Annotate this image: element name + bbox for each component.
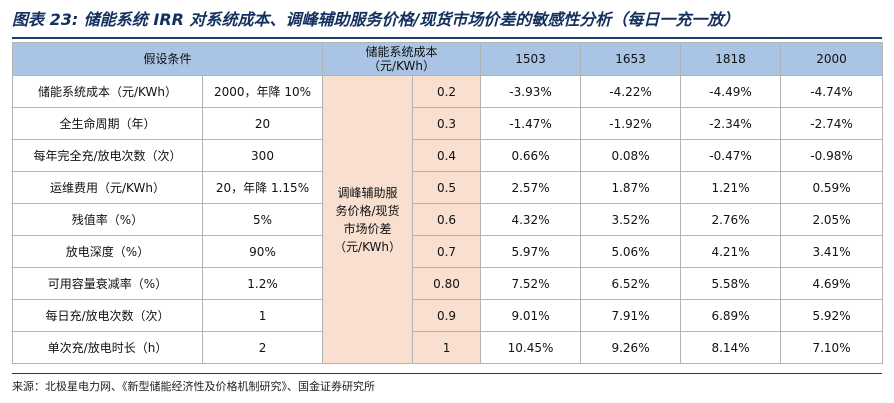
irr-cell: -4.22%: [580, 75, 682, 108]
irr-cell: 5.06%: [580, 235, 682, 268]
assumption-label: 残值率（%）: [12, 203, 203, 236]
header-cost-line1: 储能系统成本: [365, 45, 438, 59]
price-value: 1: [412, 331, 482, 364]
assumption-label: 单次充/放电时长（h）: [12, 331, 203, 364]
irr-cell: 0.66%: [480, 139, 582, 172]
header-system-cost: 储能系统成本 （元/KWh）: [322, 42, 482, 76]
table-row: 运维费用（元/KWh） 20，年降 1.15% 0.5 2.57% 1.87% …: [12, 171, 884, 204]
header-cost-1503: 1503: [480, 42, 582, 76]
irr-cell: -3.93%: [480, 75, 582, 108]
assumption-value: 1: [201, 299, 324, 332]
title-divider: [12, 37, 882, 39]
assumption-value: 20: [201, 107, 324, 140]
irr-cell: 10.45%: [480, 331, 582, 364]
table-row: 放电深度（%） 90% 0.7 5.97% 5.06% 4.21% 3.41%: [12, 235, 884, 268]
irr-cell: -0.98%: [780, 139, 884, 172]
irr-cell: 8.14%: [680, 331, 782, 364]
irr-cell: 5.58%: [680, 267, 782, 300]
irr-cell: 4.32%: [480, 203, 582, 236]
assumption-value: 20，年降 1.15%: [201, 171, 324, 204]
price-spread-label-line2: 务价格/现货: [335, 203, 400, 218]
assumption-value: 5%: [201, 203, 324, 236]
irr-cell: -4.74%: [780, 75, 884, 108]
irr-cell: 3.52%: [580, 203, 682, 236]
irr-cell: 5.92%: [780, 299, 884, 332]
irr-cell: 7.10%: [780, 331, 884, 364]
assumption-value: 300: [201, 139, 324, 172]
irr-cell: 2.76%: [680, 203, 782, 236]
irr-cell: 5.97%: [480, 235, 582, 268]
irr-cell: -1.47%: [480, 107, 582, 140]
price-spread-label-line4: （元/KWh）: [334, 239, 401, 254]
irr-cell: 7.91%: [580, 299, 682, 332]
irr-cell: -0.47%: [680, 139, 782, 172]
price-spread-label-line1: 调峰辅助服: [337, 185, 398, 200]
header-cost-2000: 2000: [780, 42, 884, 76]
assumption-label: 全生命周期（年）: [12, 107, 203, 140]
price-value: 0.4: [412, 139, 482, 172]
table-row: 可用容量衰减率（%） 1.2% 0.80 7.52% 6.52% 5.58% 4…: [12, 267, 884, 300]
irr-cell: 1.21%: [680, 171, 782, 204]
price-spread-label: 调峰辅助服 务价格/现货 市场价差 （元/KWh）: [322, 75, 414, 364]
assumption-label: 运维费用（元/KWh）: [12, 171, 203, 204]
assumption-label: 每日充/放电次数（次）: [12, 299, 203, 332]
table-row: 单次充/放电时长（h） 2 1 10.45% 9.26% 8.14% 7.10%: [12, 331, 884, 364]
irr-cell: 0.59%: [780, 171, 884, 204]
irr-cell: 9.26%: [580, 331, 682, 364]
table-row: 全生命周期（年） 20 0.3 -1.47% -1.92% -2.34% -2.…: [12, 107, 884, 140]
assumption-label: 放电深度（%）: [12, 235, 203, 268]
price-value: 0.2: [412, 75, 482, 108]
table-row: 残值率（%） 5% 0.6 4.32% 3.52% 2.76% 2.05%: [12, 203, 884, 236]
irr-cell: 4.69%: [780, 267, 884, 300]
irr-cell: -2.34%: [680, 107, 782, 140]
source-note: 来源：北极星电力网、《新型储能经济性及价格机制研究》、国金证券研究所: [12, 380, 375, 393]
assumption-label: 可用容量衰减率（%）: [12, 267, 203, 300]
price-value: 0.3: [412, 107, 482, 140]
sensitivity-table: 假设条件 储能系统成本 （元/KWh） 1503 1653 1818 2000 …: [11, 42, 884, 364]
irr-cell: -4.49%: [680, 75, 782, 108]
irr-cell: 6.89%: [680, 299, 782, 332]
price-spread-label-line3: 市场价差: [343, 221, 392, 236]
irr-cell: 3.41%: [780, 235, 884, 268]
assumption-label: 储能系统成本（元/KWh）: [12, 75, 203, 108]
footer-divider: [12, 373, 882, 374]
irr-cell: -2.74%: [780, 107, 884, 140]
table-row: 每日充/放电次数（次） 1 0.9 9.01% 7.91% 6.89% 5.92…: [12, 299, 884, 332]
assumption-value: 2000，年降 10%: [201, 75, 324, 108]
irr-cell: 1.87%: [580, 171, 682, 204]
header-cost-line2: （元/KWh）: [368, 59, 435, 73]
table-row: 每年完全充/放电次数（次） 300 0.4 0.66% 0.08% -0.47%…: [12, 139, 884, 172]
header-cost-1818: 1818: [680, 42, 782, 76]
irr-cell: 2.57%: [480, 171, 582, 204]
irr-cell: -1.92%: [580, 107, 682, 140]
irr-cell: 4.21%: [680, 235, 782, 268]
header-assumptions: 假设条件: [11, 42, 324, 76]
price-value: 0.80: [412, 267, 482, 300]
price-value: 0.7: [412, 235, 482, 268]
price-value: 0.5: [412, 171, 482, 204]
assumption-value: 1.2%: [201, 267, 324, 300]
header-row: 假设条件 储能系统成本 （元/KWh） 1503 1653 1818 2000: [11, 42, 884, 76]
assumption-value: 90%: [201, 235, 324, 268]
price-value: 0.6: [412, 203, 482, 236]
header-cost-1653: 1653: [580, 42, 682, 76]
irr-cell: 6.52%: [580, 267, 682, 300]
irr-cell: 9.01%: [480, 299, 582, 332]
assumption-value: 2: [201, 331, 324, 364]
irr-cell: 0.08%: [580, 139, 682, 172]
assumption-label: 每年完全充/放电次数（次）: [12, 139, 203, 172]
table-row: 储能系统成本（元/KWh） 2000，年降 10% 调峰辅助服 务价格/现货 市…: [12, 75, 884, 364]
figure-title: 图表 23: 储能系统 IRR 对系统成本、调峰辅助服务价格/现货市场价差的敏感…: [12, 10, 740, 29]
irr-cell: 7.52%: [480, 267, 582, 300]
irr-cell: 2.05%: [780, 203, 884, 236]
price-value: 0.9: [412, 299, 482, 332]
